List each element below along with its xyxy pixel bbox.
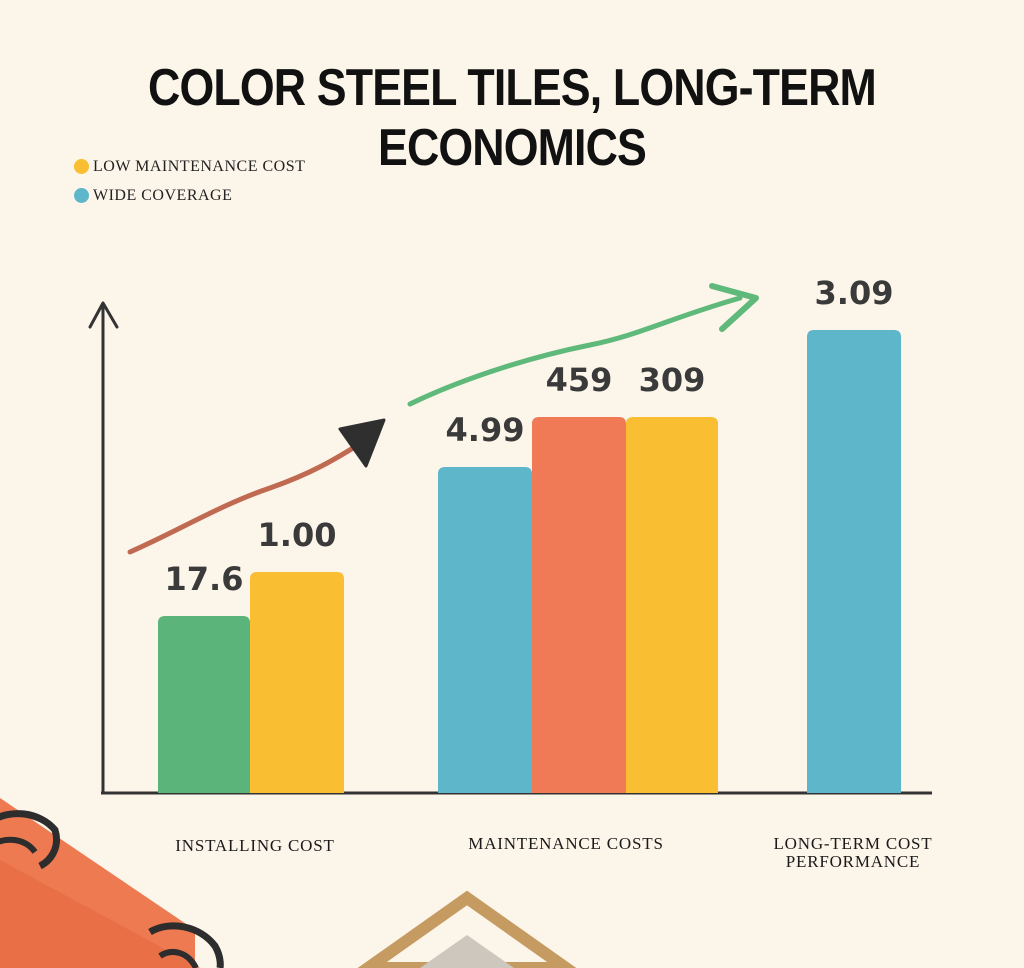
legend-item-low-maintenance: LOW MAINTENANCE COST [74,152,305,181]
trend-arrow-upper-head [709,283,759,332]
bar-value-label-5: 3.09 [815,274,894,312]
chart-title: COLOR STEEL TILES, LONG-TERM ECONOMICS [148,59,877,177]
legend-swatch-low-maintenance [74,159,89,174]
legend-swatch-wide-coverage [74,188,89,203]
value-labels-group: 17.6 1.00 4.99 459 309 3.09 [165,274,894,598]
trend-arrow-lower-head [338,418,386,468]
bar-value-label-2: 4.99 [446,411,525,449]
trend-arrow-upper [407,295,743,407]
category-label-installing: INSTALLING COST [175,836,334,855]
bar-5 [807,330,901,793]
bar-value-label-0: 17.6 [165,560,244,598]
bar-0 [158,616,250,793]
bar-value-label-4: 309 [639,361,706,399]
legend-item-wide-coverage: WIDE COVERAGE [74,181,305,210]
legend: LOW MAINTENANCE COST WIDE COVERAGE [74,152,305,210]
bar-value-label-1: 1.00 [258,516,337,554]
legend-label-wide-coverage: WIDE COVERAGE [93,186,233,204]
bar-3 [532,417,626,793]
trend-arrows [127,283,759,555]
bar-2 [438,467,532,793]
y-axis-arrow-head [88,301,119,329]
bar-value-label-3: 459 [546,361,613,399]
house-roof-decoration [357,890,577,968]
roof-tiles-decoration [0,798,224,968]
category-label-long-term-line1: LONG-TERM COST [773,834,932,853]
legend-label-low-maintenance: LOW MAINTENANCE COST [93,157,306,175]
category-labels: INSTALLING COST MAINTENANCE COSTS LONG-T… [175,834,932,871]
trend-arrow-lower [127,433,375,555]
bar-1 [250,572,344,793]
bars-group [158,330,901,793]
category-label-maintenance: MAINTENANCE COSTS [468,834,663,853]
bar-4 [626,417,718,793]
category-label-long-term-line2: PERFORMANCE [786,852,920,871]
